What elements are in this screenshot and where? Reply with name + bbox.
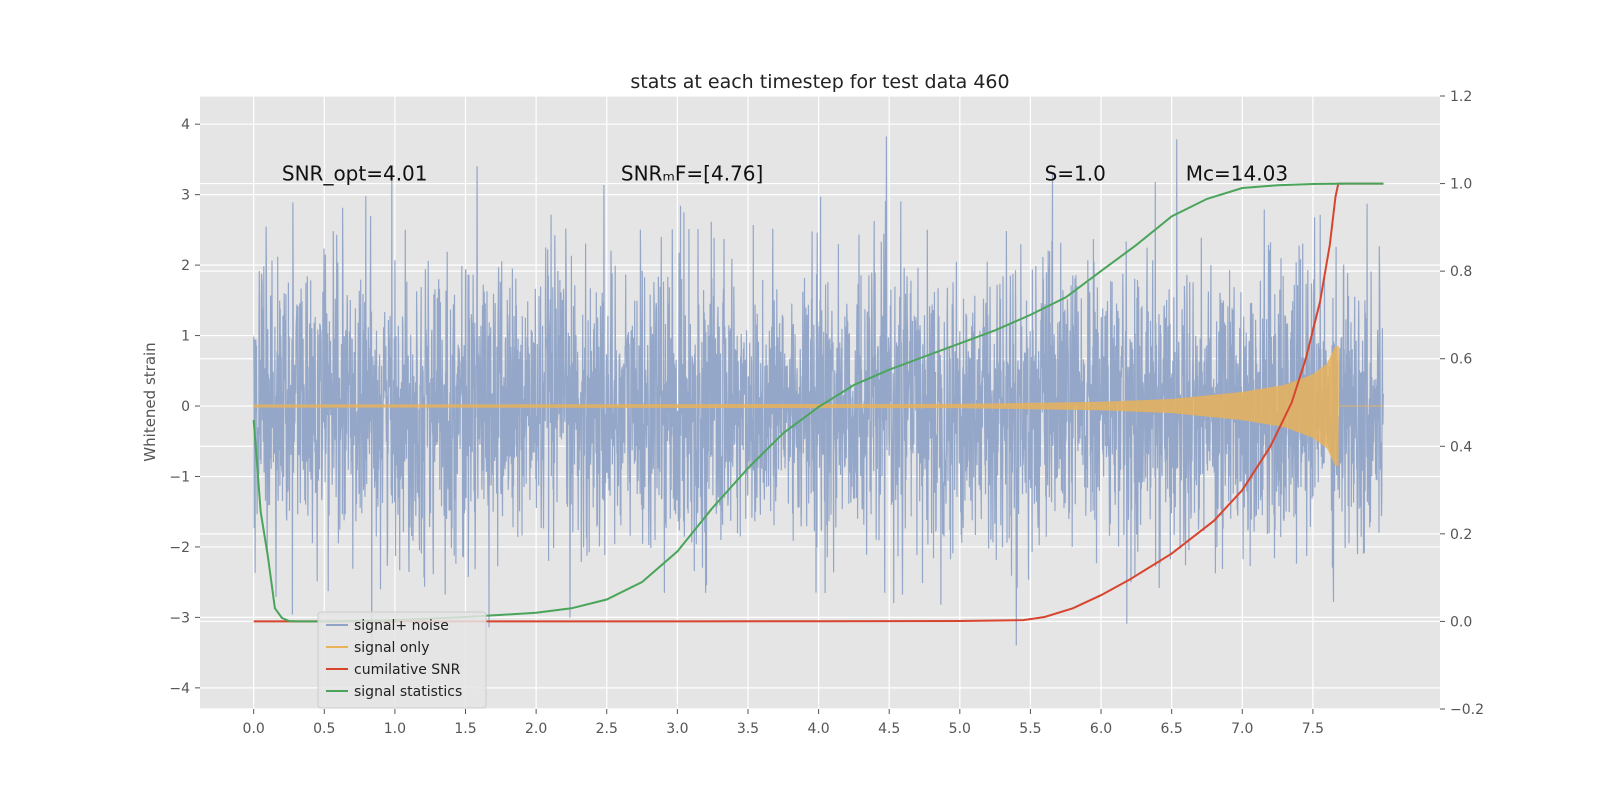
legend-box <box>317 611 487 709</box>
x-tick-label: 1.0 <box>384 721 406 737</box>
legend: signal+ noise signal only cumilative SNR si… <box>317 611 487 709</box>
legend-label: signal statistics <box>354 684 462 700</box>
y-tick-label: −1 <box>169 469 190 485</box>
series-line-signal-only <box>253 346 1384 466</box>
x-tick-label: 2.5 <box>596 721 618 737</box>
y2-tick-label: 0.0 <box>1450 614 1472 630</box>
y2-tick-label: −0.2 <box>1450 702 1484 718</box>
annotation-snr-mf: SNRₘF=[4.76] <box>621 162 763 186</box>
y2-tick-label: 0.4 <box>1450 439 1472 455</box>
y-tick-label: 3 <box>181 188 190 204</box>
x-tick-label: 6.5 <box>1161 721 1183 737</box>
y-tick-label: −2 <box>169 540 190 556</box>
x-tick-label: 6.0 <box>1090 721 1112 737</box>
annotation-s: S=1.0 <box>1045 162 1106 186</box>
x-tick-label: 3.5 <box>737 721 759 737</box>
chart-title: stats at each timestep for test data 460 <box>630 71 1009 93</box>
annotation-snr-opt: SNR_opt=4.01 <box>282 162 428 186</box>
y-tick-label: 1 <box>181 329 190 345</box>
series-line-cumulative-snr <box>253 182 1384 623</box>
y-tick-label: 0 <box>181 399 190 415</box>
y-tick-label: 4 <box>181 117 190 133</box>
legend-item-signal-statistics: signal statistics <box>326 684 462 700</box>
y2-tick-label: 0.6 <box>1450 352 1472 368</box>
legend-item-signal-noise: signal+ noise <box>326 618 449 634</box>
series-line-signal-statistics <box>252 182 1384 623</box>
annotation-mc: Mc=14.03 <box>1186 162 1288 186</box>
y2-tick-label: 0.2 <box>1450 527 1472 543</box>
y-tick-label: −3 <box>169 610 190 626</box>
legend-label: signal only <box>354 640 429 656</box>
x-tick-label: 5.5 <box>1019 721 1041 737</box>
x-tick-label: 4.0 <box>807 721 829 737</box>
x-tick-label: 5.0 <box>949 721 971 737</box>
y-axis-label: Whitened strain <box>141 342 159 461</box>
x-tick-label: 2.0 <box>525 721 547 737</box>
y-tick-label: 2 <box>181 258 190 274</box>
x-tick-label: 4.5 <box>878 721 900 737</box>
x-tick-label: 1.5 <box>454 721 476 737</box>
series-line-signal-noise <box>253 136 1385 665</box>
x-tick-label: 0.0 <box>243 721 265 737</box>
annotations: SNR_opt=4.01 SNRₘF=[4.76] S=1.0 Mc=14.03 <box>282 162 1288 186</box>
y2-tick-label: 1.2 <box>1450 89 1472 105</box>
axes: 0.0 0.5 1.0 1.5 2.0 2.5 3.0 3.5 4.0 4.5 5.0 5.5 6.0 6… <box>169 89 1484 737</box>
y2-tick-label: 0.8 <box>1450 264 1472 280</box>
legend-label: cumilative SNR <box>354 662 461 678</box>
y-tick-label: −4 <box>169 681 190 697</box>
legend-label: signal+ noise <box>354 618 449 634</box>
x-tick-label: 7.0 <box>1231 721 1253 737</box>
y2-tick-label: 1.0 <box>1450 177 1472 193</box>
x-tick-label: 0.5 <box>313 721 335 737</box>
legend-item-signal-only: signal only <box>326 640 429 656</box>
series-layer <box>252 136 1385 665</box>
x-tick-label: 3.0 <box>666 721 688 737</box>
x-tick-label: 7.5 <box>1302 721 1324 737</box>
legend-item-cumulative-snr: cumilative SNR <box>326 662 461 678</box>
